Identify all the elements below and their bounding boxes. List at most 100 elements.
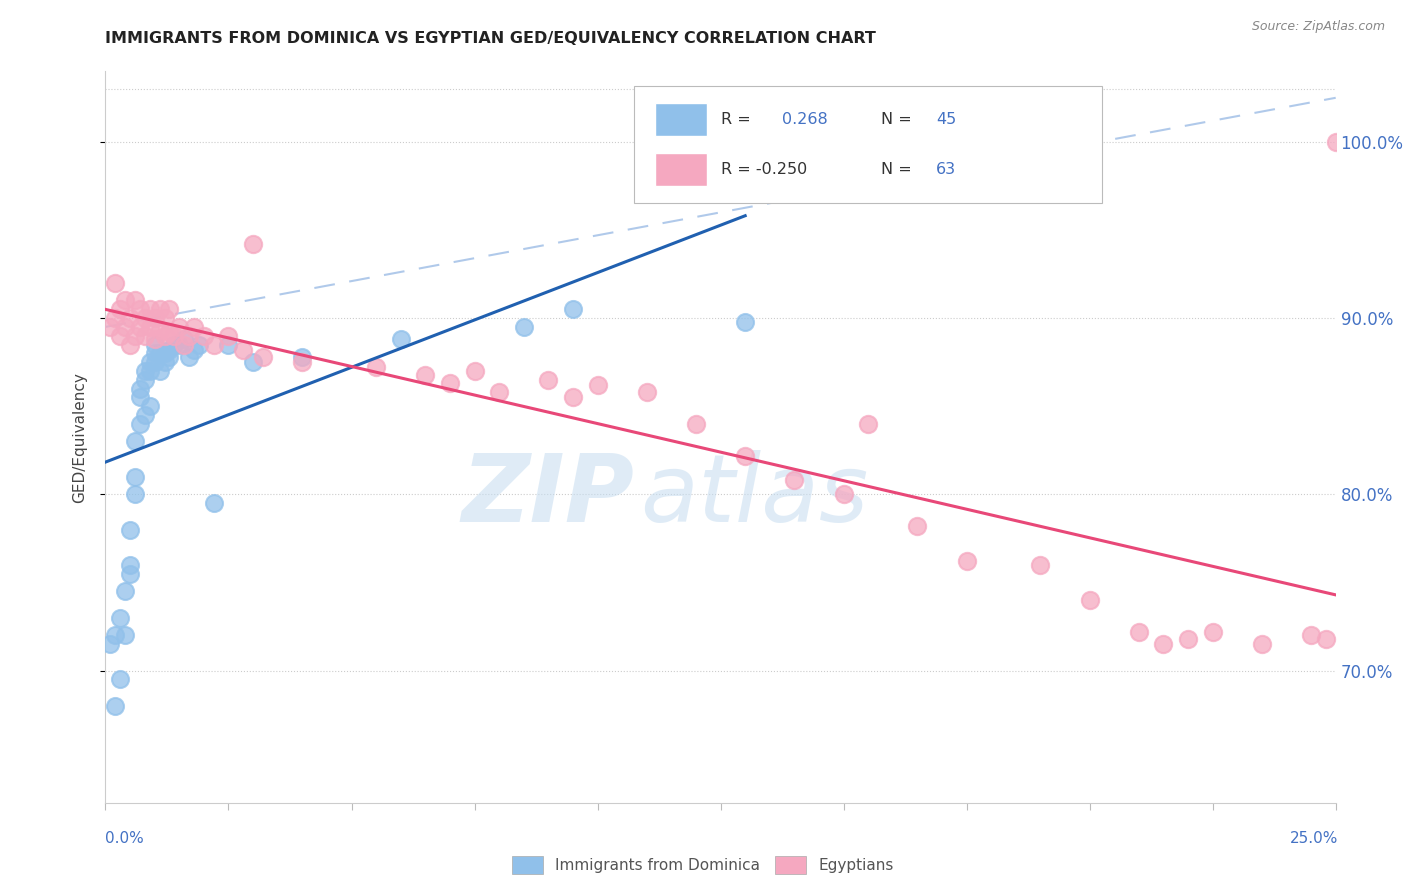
- Point: [242, 237, 264, 252]
- Text: IMMIGRANTS FROM DOMINICA VS EGYPTIAN GED/EQUIVALENCY CORRELATION CHART: IMMIGRANTS FROM DOMINICA VS EGYPTIAN GED…: [105, 31, 876, 46]
- Point: [179, 350, 201, 364]
- Text: N =: N =: [880, 112, 917, 128]
- Point: [120, 311, 141, 326]
- Text: Source: ZipAtlas.com: Source: ZipAtlas.com: [1251, 20, 1385, 33]
- Point: [120, 566, 141, 581]
- Point: [143, 346, 166, 360]
- Point: [179, 328, 201, 343]
- Point: [415, 368, 437, 382]
- Point: [110, 302, 132, 317]
- Point: [1078, 593, 1101, 607]
- Point: [129, 391, 152, 405]
- Point: [114, 584, 136, 599]
- Point: [124, 434, 146, 449]
- Point: [183, 343, 205, 357]
- Text: atlas: atlas: [641, 450, 869, 541]
- Point: [366, 360, 388, 375]
- Point: [129, 302, 152, 317]
- Point: [104, 698, 127, 713]
- Point: [134, 373, 156, 387]
- Point: [104, 628, 127, 642]
- Point: [464, 364, 486, 378]
- Point: [149, 346, 172, 360]
- Point: [242, 355, 264, 369]
- Point: [120, 523, 141, 537]
- Point: [134, 328, 156, 343]
- Text: 0.0%: 0.0%: [105, 831, 145, 847]
- Point: [907, 519, 929, 533]
- Point: [832, 487, 855, 501]
- Point: [114, 293, 136, 308]
- Point: [143, 311, 166, 326]
- Point: [153, 328, 176, 343]
- Point: [858, 417, 880, 431]
- Point: [188, 337, 211, 351]
- Point: [291, 355, 314, 369]
- Point: [120, 558, 141, 572]
- Point: [153, 346, 176, 360]
- Point: [163, 337, 186, 351]
- Point: [124, 487, 146, 501]
- Point: [439, 376, 461, 391]
- Point: [124, 328, 146, 343]
- Point: [159, 343, 180, 357]
- Point: [110, 611, 132, 625]
- Text: 45: 45: [936, 112, 956, 128]
- Point: [734, 449, 756, 463]
- Point: [1324, 135, 1347, 149]
- Point: [783, 473, 806, 487]
- Point: [537, 373, 560, 387]
- Point: [1301, 628, 1323, 642]
- Point: [232, 343, 254, 357]
- Point: [138, 364, 162, 378]
- Point: [389, 332, 412, 346]
- Point: [153, 311, 176, 326]
- Point: [134, 408, 156, 422]
- Point: [110, 673, 132, 687]
- Point: [202, 496, 225, 510]
- Point: [513, 320, 536, 334]
- Point: [134, 311, 156, 326]
- Point: [159, 350, 180, 364]
- Legend: Immigrants from Dominica, Egyptians: Immigrants from Dominica, Egyptians: [506, 850, 900, 880]
- Bar: [655, 153, 707, 186]
- Point: [153, 355, 176, 369]
- Point: [159, 325, 180, 339]
- Bar: [655, 103, 707, 136]
- Text: 25.0%: 25.0%: [1291, 831, 1339, 847]
- Point: [1153, 637, 1175, 651]
- Point: [120, 337, 141, 351]
- Point: [562, 391, 585, 405]
- Point: [734, 315, 756, 329]
- Point: [98, 320, 122, 334]
- Point: [149, 323, 172, 337]
- Point: [104, 276, 127, 290]
- Point: [149, 364, 172, 378]
- Point: [218, 337, 240, 351]
- Point: [163, 328, 186, 343]
- Point: [143, 332, 166, 346]
- Point: [143, 355, 166, 369]
- Point: [129, 382, 152, 396]
- Point: [129, 417, 152, 431]
- FancyBboxPatch shape: [634, 86, 1102, 203]
- Text: N =: N =: [880, 161, 917, 177]
- Point: [956, 554, 979, 568]
- Point: [138, 355, 162, 369]
- Y-axis label: GED/Equivalency: GED/Equivalency: [72, 372, 87, 502]
- Point: [1315, 632, 1337, 646]
- Point: [193, 328, 215, 343]
- Point: [138, 320, 162, 334]
- Point: [159, 302, 180, 317]
- Point: [129, 320, 152, 334]
- Point: [183, 320, 205, 334]
- Point: [104, 311, 127, 326]
- Point: [110, 328, 132, 343]
- Text: R = -0.250: R = -0.250: [721, 161, 807, 177]
- Point: [169, 320, 191, 334]
- Point: [173, 337, 195, 351]
- Point: [1177, 632, 1199, 646]
- Point: [1029, 558, 1052, 572]
- Text: 0.268: 0.268: [782, 112, 828, 128]
- Point: [685, 417, 707, 431]
